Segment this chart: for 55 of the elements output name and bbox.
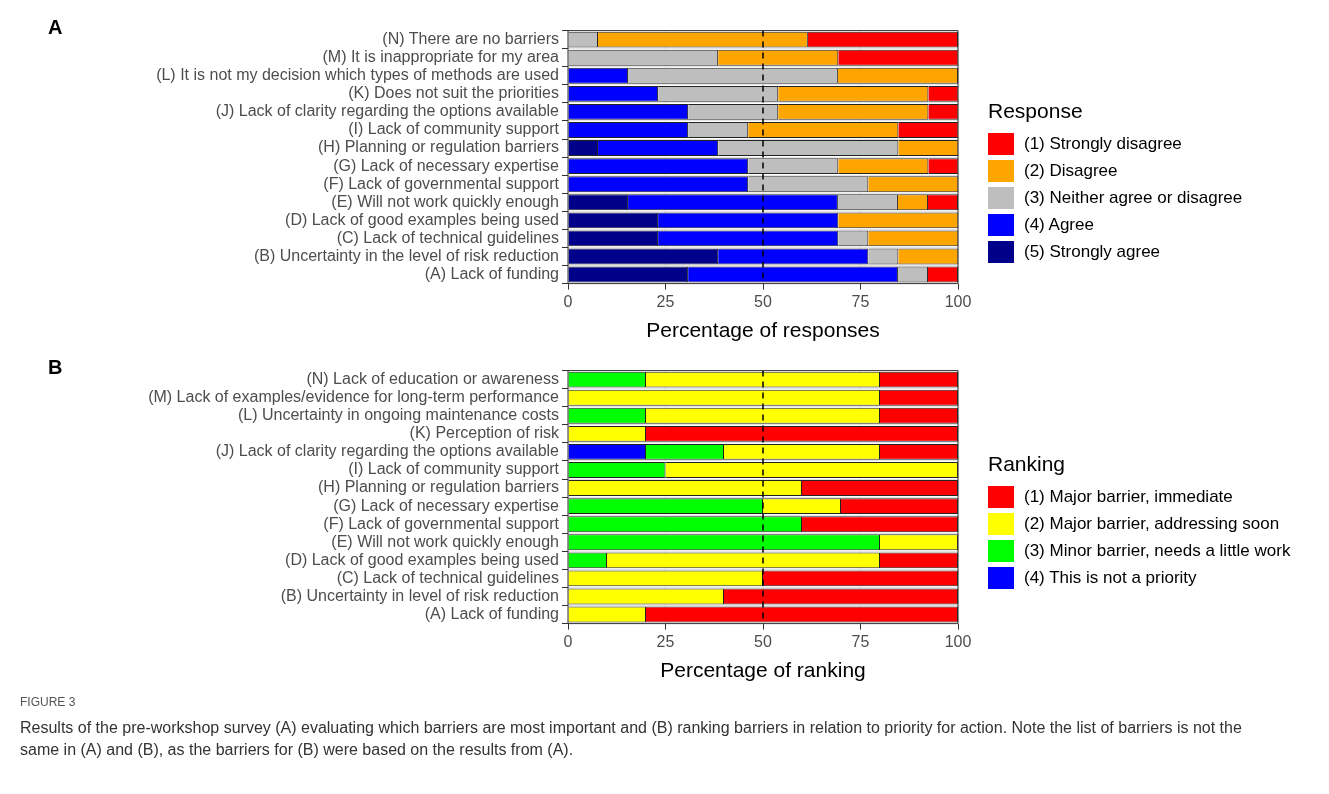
legend-label: (4) Agree bbox=[1024, 214, 1094, 235]
x-tick-label: 100 bbox=[944, 292, 972, 310]
legend-label: (5) Strongly agree bbox=[1024, 241, 1161, 262]
y-tick-label: (D) Lack of good examples being used bbox=[285, 210, 559, 228]
caption: FIGURE 3 bbox=[20, 694, 77, 711]
x-tick-label: 75 bbox=[851, 292, 870, 310]
x-tick-label: 75 bbox=[851, 632, 870, 650]
x-tick-label: 0 bbox=[563, 632, 573, 650]
legend-label: (4) This is not a priority bbox=[1024, 568, 1197, 588]
y-tick-label: (A) Lack of funding bbox=[424, 604, 559, 622]
legend-label: (3) Neither agree or disagree bbox=[1024, 187, 1243, 208]
y-tick-label: (N) There are no barriers bbox=[382, 30, 559, 48]
y-tick-label: (I) Lack of community support bbox=[348, 120, 560, 138]
y-tick-label: (K) Perception of risk bbox=[409, 424, 560, 442]
text: Results of the pre-workshop survey (A) evaluating which barriers are most important and (B) ranking barriers in relation to priority for action. Note the list of barriers is not the same in (A) and (B), as the barriers for (B) were based on the results from (A). bbox=[20, 717, 1243, 761]
y-tick-label: (F) Lack of governmental support bbox=[323, 514, 560, 532]
legend-label: (2) Disagree bbox=[1024, 160, 1118, 181]
y-tick-label: (D) Lack of good examples being used bbox=[285, 550, 559, 568]
y-tick-label: (C) Lack of technical guidelines bbox=[336, 228, 559, 246]
y-tick-label: (E) Will not work quickly enough bbox=[331, 192, 559, 210]
x-tick-label: 50 bbox=[754, 632, 772, 650]
x-tick-label: 25 bbox=[656, 292, 675, 310]
legend-title: Ranking bbox=[988, 452, 1067, 476]
x-tick-label: 100 bbox=[944, 632, 972, 650]
y-tick-label: (K) Does not suit the priorities bbox=[348, 84, 559, 102]
y-tick-label: (N) Lack of education or awareness bbox=[306, 370, 559, 388]
y-tick-label: (E) Will not work quickly enough bbox=[331, 532, 559, 550]
y-tick-label: (F) Lack of governmental support bbox=[323, 174, 560, 192]
text: B bbox=[48, 356, 63, 379]
x-axis-title: Percentage of ranking bbox=[660, 658, 866, 682]
y-tick-label: (J) Lack of clarity regarding the options available bbox=[215, 102, 560, 120]
y-tick-label: (C) Lack of technical guidelines bbox=[336, 568, 559, 586]
text: A bbox=[48, 16, 63, 39]
y-tick-label: (G) Lack of necessary expertise bbox=[333, 496, 560, 514]
x-axis-title: Percentage of responses bbox=[646, 318, 880, 342]
legend-label: (2) Major barrier, addressing soon bbox=[1024, 514, 1280, 534]
legend-label: (1) Major barrier, immediate bbox=[1024, 487, 1233, 507]
legend-label: (3) Minor barrier, needs a little work bbox=[1024, 541, 1291, 561]
x-tick-label: 0 bbox=[563, 292, 573, 310]
y-tick-label: (M) Lack of examples/evidence for long-term performance bbox=[148, 388, 560, 406]
y-tick-label: (B) Uncertainty in level of risk reduction bbox=[280, 586, 559, 604]
y-tick-label: (G) Lack of necessary expertise bbox=[333, 156, 560, 174]
y-tick-label: (I) Lack of community support bbox=[348, 460, 560, 478]
x-tick-label: 50 bbox=[754, 292, 772, 310]
y-tick-label: (H) Planning or regulation barriers bbox=[318, 138, 559, 156]
y-tick-label: (M) It is inappropriate for my area bbox=[322, 48, 560, 66]
legend-title: Response bbox=[988, 98, 1084, 123]
legend-label: (1) Strongly disagree bbox=[1024, 133, 1182, 154]
y-tick-label: (A) Lack of funding bbox=[424, 264, 559, 282]
x-tick-label: 25 bbox=[656, 632, 675, 650]
y-tick-label: (L) It is not my decision which types of methods are used bbox=[156, 66, 559, 84]
y-tick-label: (B) Uncertainty in the level of risk reduction bbox=[253, 246, 559, 264]
y-tick-label: (L) Uncertainty in ongoing maintenance costs bbox=[237, 406, 559, 424]
y-tick-label: (J) Lack of clarity regarding the options available bbox=[215, 442, 560, 460]
y-tick-label: (H) Planning or regulation barriers bbox=[318, 478, 559, 496]
